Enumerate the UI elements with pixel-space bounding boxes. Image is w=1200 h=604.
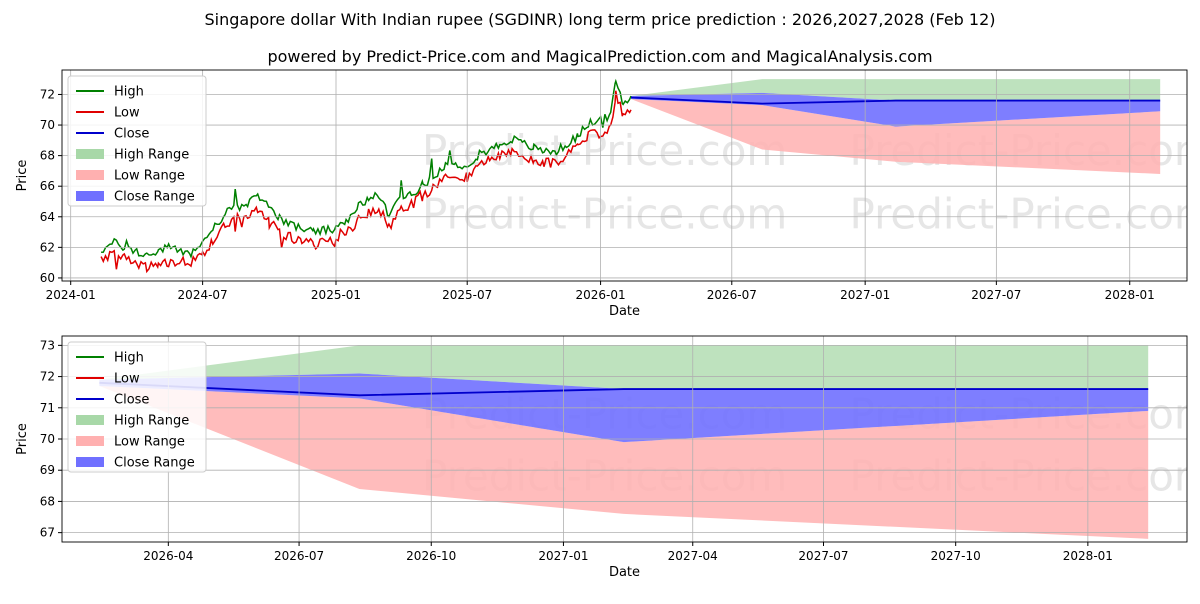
legend: High Low Close High Range Low Range Close Ran… — [68, 76, 206, 206]
legend-high-label: High — [114, 351, 144, 366]
bottom-chart: Predict-Price.comPredict-Price.comPredic… — [15, 336, 1200, 580]
watermark-text: Predict-Price.com — [850, 189, 1200, 238]
x-tick-label: 2027-10 — [931, 549, 981, 563]
x-tick-label: 2027-01 — [840, 288, 890, 302]
y-axis-label: Price — [15, 160, 30, 192]
x-tick-label: 2024-01 — [46, 288, 96, 302]
x-tick-label: 2025-01 — [311, 288, 361, 302]
watermark-text: Predict-Price.com — [422, 189, 787, 238]
c1-plot-area: Predict-Price.comPredict-Price.comPredic… — [99, 345, 1200, 539]
y-tick-label: 72 — [40, 370, 55, 384]
y-tick-label: 60 — [40, 271, 55, 285]
x-tick-label: 2027-01 — [538, 549, 588, 563]
x-tick-label: 2028-01 — [1063, 549, 1113, 563]
y-tick-label: 62 — [40, 240, 55, 254]
x-tick-label: 2026-07 — [274, 549, 324, 563]
legend-low-range-label: Low Range — [114, 435, 185, 450]
x-tick-label: 2027-07 — [798, 549, 848, 563]
y-tick-label: 72 — [40, 87, 55, 101]
y-tick-label: 68 — [40, 149, 55, 163]
y-tick-label: 66 — [40, 179, 55, 193]
legend-close-range-swatch — [76, 191, 104, 201]
chart-title: Singapore dollar With Indian rupee (SGDI… — [204, 10, 995, 29]
y-tick-label: 64 — [40, 210, 55, 224]
y-tick-label: 73 — [40, 338, 55, 352]
legend-close-label: Close — [114, 127, 149, 142]
y-tick-label: 68 — [40, 494, 55, 508]
legend: High Low Close High Range Low Range Close Ran… — [68, 342, 206, 472]
x-axis-label: Date — [609, 565, 640, 580]
legend-close-range-label: Close Range — [114, 190, 195, 205]
x-tick-label: 2026-10 — [406, 549, 456, 563]
x-axis-label: Date — [609, 304, 640, 319]
legend-high-range-swatch — [76, 415, 104, 425]
y-axis-label: Price — [15, 423, 30, 455]
legend-high-range-swatch — [76, 149, 104, 159]
x-tick-label: 2026-01 — [576, 288, 626, 302]
x-tick-label: 2026-04 — [143, 549, 193, 563]
x-tick-label: 2028-01 — [1105, 288, 1155, 302]
legend-close-label: Close — [114, 393, 149, 408]
legend-low-range-swatch — [76, 170, 104, 180]
chart-subtitle: powered by Predict-Price.com and Magical… — [267, 47, 932, 66]
legend-low-label: Low — [114, 106, 140, 121]
x-tick-label: 2027-04 — [668, 549, 718, 563]
legend-low-range-swatch — [76, 436, 104, 446]
x-tick-label: 2024-07 — [178, 288, 228, 302]
y-tick-label: 70 — [40, 118, 55, 132]
y-tick-label: 67 — [40, 526, 55, 540]
x-tick-label: 2027-07 — [971, 288, 1021, 302]
x-tick-label: 2026-07 — [707, 288, 757, 302]
legend-high-range-label: High Range — [114, 148, 189, 163]
y-tick-label: 71 — [40, 401, 55, 415]
legend-low-label: Low — [114, 372, 140, 387]
x-tick-label: 2025-07 — [442, 288, 492, 302]
legend-high-label: High — [114, 85, 144, 100]
legend-low-range-label: Low Range — [114, 169, 185, 184]
legend-close-range-label: Close Range — [114, 456, 195, 471]
y-tick-label: 70 — [40, 432, 55, 446]
y-tick-label: 69 — [40, 463, 55, 477]
legend-close-range-swatch — [76, 457, 104, 467]
legend-high-range-label: High Range — [114, 414, 189, 429]
